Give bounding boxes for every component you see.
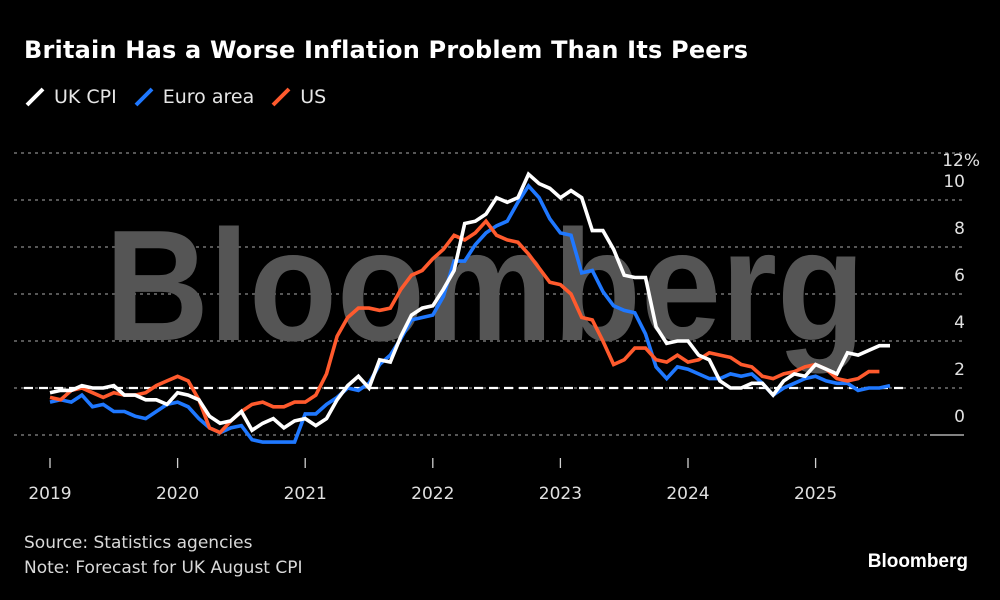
x-tick-label: 2025	[794, 484, 837, 504]
legend-swatch-us-icon	[271, 87, 291, 107]
legend-label-euro: Euro area	[162, 86, 255, 108]
series-lines	[49, 171, 891, 444]
y-tick-label: 6	[954, 266, 965, 286]
source-note: Source: Statistics agencies	[24, 533, 253, 553]
x-tick-label: 2020	[156, 484, 199, 504]
legend-item-uk: UK CPI	[24, 86, 117, 108]
y-tick-label: 0	[954, 407, 965, 427]
x-tick-label: 2021	[284, 484, 327, 504]
legend-item-euro: Euro area	[133, 86, 254, 108]
legend: UK CPI Euro area US	[24, 86, 342, 108]
gridlines	[14, 152, 964, 436]
x-tick-label: 2024	[666, 484, 709, 504]
legend-swatch-euro-icon	[134, 87, 154, 107]
x-tick-label: 2019	[28, 484, 71, 504]
legend-item-us: US	[270, 86, 326, 108]
x-tick-label: 2023	[539, 484, 582, 504]
y-tick-label: 8	[954, 219, 965, 239]
x-tick-label: 2022	[411, 484, 454, 504]
legend-label-us: US	[300, 86, 327, 108]
y-tick-label: 2	[954, 360, 965, 380]
watermark: Bloomberg	[105, 198, 865, 374]
series-line-euro-area	[49, 182, 891, 444]
bloomberg-logo: Bloomberg	[867, 551, 968, 572]
series-line-us	[49, 218, 880, 435]
series-line-uk-cpi	[49, 171, 890, 433]
y-tick-label: 4	[954, 313, 965, 333]
x-axis: 2019 2020 2021 2022 2023 2024 2025	[28, 458, 837, 504]
legend-label-uk: UK CPI	[54, 86, 117, 108]
legend-swatch-uk-icon	[25, 87, 45, 107]
chart-title: Britain Has a Worse Inflation Problem Th…	[24, 36, 749, 64]
forecast-note: Note: Forecast for UK August CPI	[24, 558, 303, 578]
y-tick-label: 10	[943, 172, 965, 192]
footer: Source: Statistics agencies Note: Foreca…	[24, 531, 303, 581]
y-tick-label: 12%	[942, 151, 980, 171]
